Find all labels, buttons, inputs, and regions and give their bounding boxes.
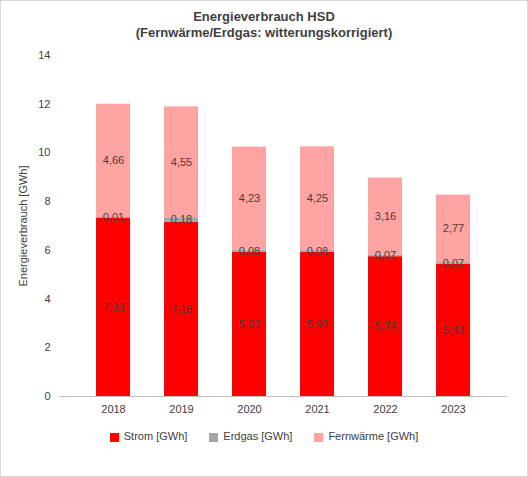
svg-text:6: 6 bbox=[44, 244, 50, 256]
svg-text:2019: 2019 bbox=[169, 403, 193, 415]
svg-text:10: 10 bbox=[38, 146, 50, 158]
svg-text:7,33: 7,33 bbox=[103, 301, 124, 313]
svg-text:12: 12 bbox=[38, 98, 50, 110]
svg-text:Energieverbrauch [GWh]: Energieverbrauch [GWh] bbox=[17, 165, 29, 286]
svg-text:4,25: 4,25 bbox=[307, 192, 328, 204]
svg-text:4,55: 4,55 bbox=[171, 156, 192, 168]
svg-text:3,16: 3,16 bbox=[375, 210, 396, 222]
svg-text:0,08: 0,08 bbox=[239, 245, 260, 257]
svg-text:0,18: 0,18 bbox=[171, 213, 192, 225]
svg-text:0,01: 0,01 bbox=[103, 211, 124, 223]
svg-text:5,92: 5,92 bbox=[307, 318, 328, 330]
html-text:Erdgas [GWh]: Erdgas [GWh] bbox=[223, 430, 293, 442]
svg-text:2022: 2022 bbox=[373, 403, 397, 415]
svg-text:0,07: 0,07 bbox=[375, 249, 396, 261]
svg-text:0,08: 0,08 bbox=[307, 245, 328, 257]
html-text:Energieverbrauch HSD: Energieverbrauch HSD bbox=[193, 9, 335, 24]
svg-text:2021: 2021 bbox=[305, 403, 329, 415]
svg-text:5,74: 5,74 bbox=[375, 320, 396, 332]
svg-text:4: 4 bbox=[44, 293, 50, 305]
svg-text:2018: 2018 bbox=[101, 403, 125, 415]
svg-text:5,43: 5,43 bbox=[443, 324, 464, 336]
html-text:(Fernwärme/Erdgas: witterungsk: (Fernwärme/Erdgas: witterungskorrigiert) bbox=[135, 25, 393, 40]
svg-text:0: 0 bbox=[44, 390, 50, 402]
html-text:Fernwärme [GWh]: Fernwärme [GWh] bbox=[328, 430, 419, 442]
svg-text:2: 2 bbox=[44, 341, 50, 353]
html-text:Strom [GWh]: Strom [GWh] bbox=[123, 430, 188, 442]
svg-text:0,07: 0,07 bbox=[443, 257, 464, 269]
svg-text:4,23: 4,23 bbox=[239, 192, 260, 204]
svg-text:4,66: 4,66 bbox=[103, 154, 124, 166]
svg-text:8: 8 bbox=[44, 195, 50, 207]
svg-text:7,16: 7,16 bbox=[171, 303, 192, 315]
svg-text:2023: 2023 bbox=[441, 403, 465, 415]
svg-text:2020: 2020 bbox=[237, 403, 261, 415]
svg-text:14: 14 bbox=[38, 49, 50, 61]
svg-text:5,93: 5,93 bbox=[239, 318, 260, 330]
svg-text:2,77: 2,77 bbox=[443, 222, 464, 234]
